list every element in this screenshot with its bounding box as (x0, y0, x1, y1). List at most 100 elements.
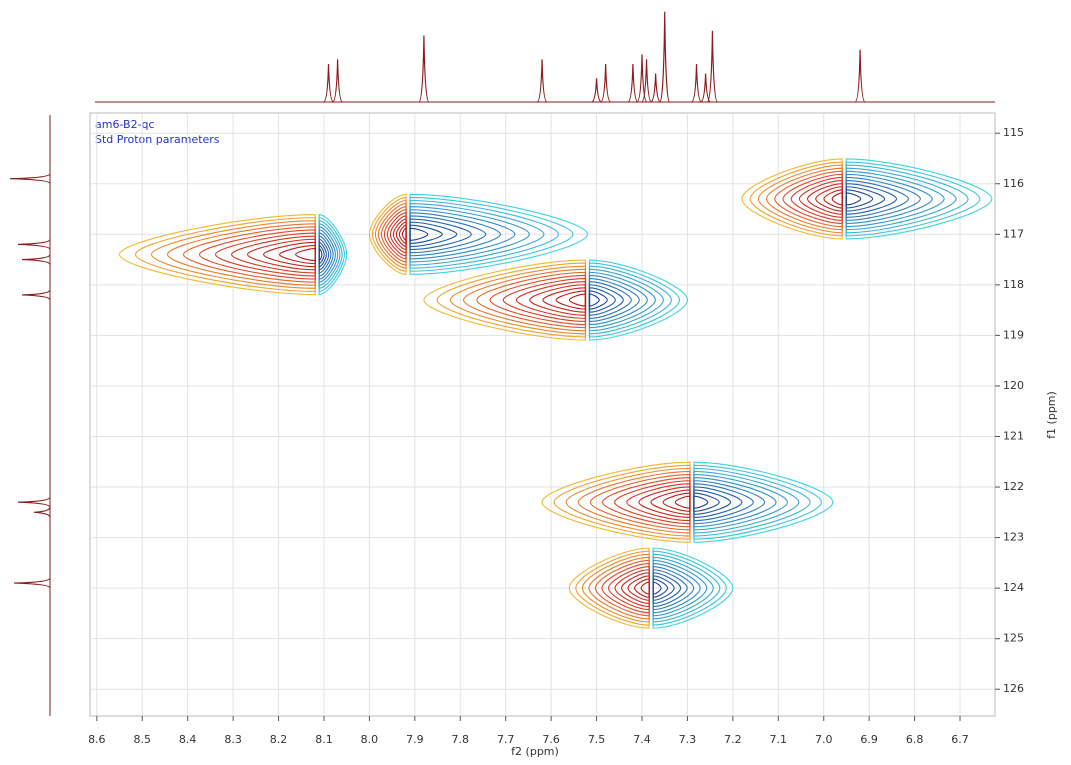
contour (409, 224, 443, 244)
y-tick-label: 126 (1003, 682, 1024, 695)
x-tick-label: 7.4 (633, 733, 651, 746)
contour (542, 287, 587, 313)
contour (383, 209, 407, 260)
contour (693, 474, 788, 531)
f1-projection-peak (13, 577, 51, 589)
contour (652, 575, 675, 601)
contour (588, 293, 600, 307)
contour (263, 241, 316, 268)
x-tick-label: 7.6 (542, 733, 560, 746)
y-tick-label: 119 (1003, 328, 1024, 341)
contour (395, 221, 407, 248)
contour (489, 274, 587, 326)
contour (693, 483, 754, 522)
contour (409, 215, 487, 254)
contour (823, 189, 843, 209)
f2-projection-peak (600, 63, 611, 103)
contour (588, 284, 624, 316)
contour (626, 483, 691, 522)
contour (693, 470, 800, 534)
contour (831, 192, 843, 206)
contour (318, 223, 341, 286)
contour (588, 259, 688, 341)
contour (318, 247, 323, 262)
contour (588, 268, 664, 332)
f2-projection-peak (641, 59, 652, 103)
y-tick-label: 121 (1003, 429, 1024, 442)
f2-projection-peak (591, 78, 602, 103)
contour (674, 495, 691, 509)
f2-projection-peak (536, 59, 548, 103)
contour (693, 492, 720, 512)
x-tick-label: 7.5 (588, 733, 606, 746)
contour (588, 290, 608, 310)
x-tick-label: 8.4 (179, 733, 197, 746)
contour (620, 572, 650, 604)
contour (652, 547, 734, 629)
contour (693, 464, 822, 540)
contour (295, 247, 316, 262)
x-tick-label: 7.0 (815, 733, 833, 746)
contour (652, 550, 727, 626)
contour (588, 271, 656, 329)
contour (401, 227, 407, 241)
f1-projection-peak (17, 496, 51, 508)
contour (662, 492, 691, 512)
x-tick-label: 8.1 (315, 733, 333, 746)
contour (607, 566, 650, 611)
contour (652, 572, 682, 604)
contour (409, 212, 501, 257)
contour (318, 241, 327, 268)
contour (409, 209, 516, 260)
y-tick-label: 122 (1003, 480, 1024, 493)
contour (652, 566, 695, 611)
y-tick-label: 124 (1003, 581, 1024, 594)
x-tick-label: 8.3 (224, 733, 242, 746)
contour (601, 563, 650, 614)
contour (845, 161, 981, 237)
f2-projection-peak (650, 73, 661, 103)
f2-projection-peak (854, 49, 866, 103)
y-axis-label: f1 (ppm) (1045, 391, 1058, 439)
contour (693, 477, 777, 528)
x-tick-label: 7.3 (679, 733, 697, 746)
x-tick-label: 7.8 (452, 733, 470, 746)
contour (652, 556, 714, 620)
contour (757, 164, 843, 234)
contour (134, 217, 316, 292)
contour (845, 189, 874, 209)
contour (693, 461, 834, 543)
contour (449, 265, 587, 335)
contour (845, 192, 862, 206)
x-tick-label: 6.8 (906, 733, 924, 746)
contour (790, 176, 843, 221)
f2-projection-peak (323, 63, 334, 103)
y-tick-label: 117 (1003, 227, 1024, 240)
f2-projection-peak (659, 11, 671, 103)
x-tick-label: 7.1 (770, 733, 788, 746)
contour (594, 559, 650, 617)
contour (845, 173, 933, 225)
contour (409, 227, 429, 241)
y-tick-label: 118 (1003, 278, 1024, 291)
contour (614, 569, 650, 608)
contour (166, 223, 316, 286)
contour (409, 199, 559, 269)
contour (183, 226, 316, 283)
contour (845, 164, 969, 234)
contour (318, 232, 334, 277)
contour (215, 232, 316, 277)
contour (652, 581, 662, 595)
contour (652, 563, 701, 614)
contour (389, 215, 407, 254)
contour (409, 193, 589, 275)
contour (640, 581, 650, 595)
x-tick-label: 7.9 (406, 733, 424, 746)
contour (409, 196, 574, 272)
contour (476, 271, 587, 329)
x-tick-label: 7.7 (497, 733, 515, 746)
contour (845, 167, 957, 231)
y-tick-label: 125 (1003, 632, 1024, 645)
contour (765, 167, 843, 231)
